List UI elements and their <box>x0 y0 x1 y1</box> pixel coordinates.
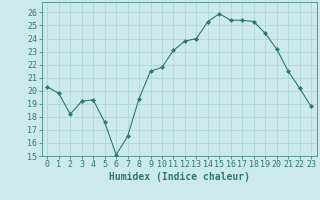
X-axis label: Humidex (Indice chaleur): Humidex (Indice chaleur) <box>109 172 250 182</box>
